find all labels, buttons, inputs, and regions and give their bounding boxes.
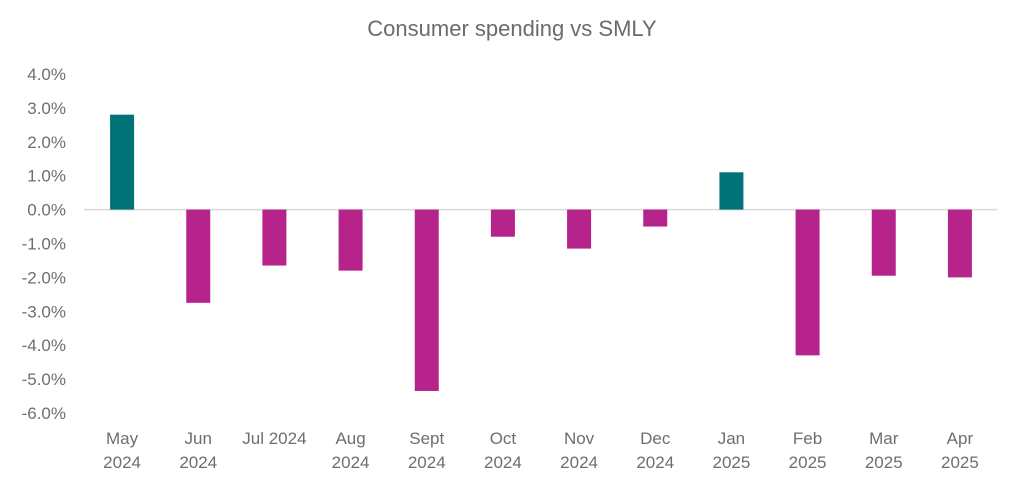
x-category-label: Oct 2024 (484, 429, 522, 472)
x-category-label: Jun 2024 (179, 429, 217, 472)
chart-title: Consumer spending vs SMLY (367, 16, 657, 41)
y-tick-label: -6.0% (22, 404, 66, 423)
x-category-label: Apr 2025 (941, 429, 979, 472)
bar (262, 209, 287, 266)
y-tick-label: -5.0% (22, 370, 66, 389)
bar (110, 114, 135, 210)
y-tick-label: -4.0% (22, 336, 66, 355)
x-category-label: Nov 2024 (560, 429, 598, 472)
y-tick-label: -1.0% (22, 235, 66, 254)
x-category-label: Feb 2025 (789, 429, 827, 472)
bar (719, 172, 744, 210)
y-tick-label: 3.0% (27, 99, 66, 118)
bar (490, 209, 515, 237)
x-category-label: May 2024 (103, 429, 141, 472)
y-tick-label: -3.0% (22, 302, 66, 321)
y-tick-label: 2.0% (27, 133, 66, 152)
y-tick-label: 0.0% (27, 201, 66, 220)
bar (947, 209, 972, 278)
bar (338, 209, 363, 271)
bar (414, 209, 439, 391)
bar (186, 209, 211, 303)
bar (643, 209, 668, 227)
x-category-label: Aug 2024 (332, 429, 370, 472)
x-category-label: Jul 2024 (242, 429, 306, 448)
x-category-label: Sept 2024 (408, 429, 446, 472)
y-tick-label: -2.0% (22, 268, 66, 287)
bar (567, 209, 592, 249)
x-category-label: Jan 2025 (713, 429, 751, 472)
bar (795, 209, 820, 356)
x-category-label: Dec 2024 (636, 429, 674, 472)
bar (871, 209, 896, 276)
y-tick-label: 4.0% (27, 65, 66, 84)
y-tick-label: 1.0% (27, 167, 66, 186)
x-category-label: Mar 2025 (865, 429, 903, 472)
